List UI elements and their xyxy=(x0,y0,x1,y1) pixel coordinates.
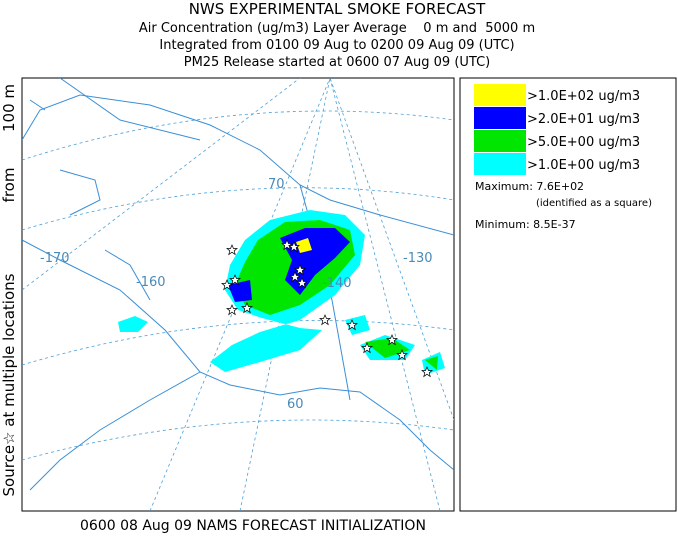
coast xyxy=(29,371,201,491)
minimum: Minimum: 8.5E-37 xyxy=(475,218,576,231)
title: NWS EXPERIMENTAL SMOKE FORECAST xyxy=(189,0,486,18)
legend: >1.0E+02 ug/m3 >2.0E+01 ug/m3 >5.0E+00 ug/… xyxy=(474,84,640,175)
grid-line xyxy=(329,78,441,511)
smoke-level-2 xyxy=(228,228,350,302)
side-label: Source☆ at multiple locations from 100 m xyxy=(0,84,18,496)
longitude-label: -130 xyxy=(403,251,433,266)
coast xyxy=(22,94,454,236)
subtitle: Air Concentration (ug/m3) Layer Average … xyxy=(139,21,535,36)
longitude-label: -140 xyxy=(322,276,352,291)
footer: 0600 08 Aug 09 NAMS FORECAST INITIALIZAT… xyxy=(80,518,426,534)
side-text: Source☆ at multiple locations xyxy=(0,273,18,496)
legend-label: >5.0E+00 ug/m3 xyxy=(527,135,640,150)
smoke-level-3 xyxy=(365,338,438,370)
map: -170 -160 -140 -130 70 60 xyxy=(22,78,454,511)
legend-swatch xyxy=(474,130,526,152)
legend-swatch xyxy=(474,84,526,106)
legend-swatch xyxy=(474,153,526,175)
legend-label: >1.0E+02 ug/m3 xyxy=(527,89,640,104)
smoke-level-1 xyxy=(296,238,312,253)
grid-line xyxy=(22,78,301,291)
grid-line xyxy=(22,320,454,366)
longitude-label: -170 xyxy=(40,251,70,266)
subtitle: Integrated from 0100 09 Aug to 0200 09 A… xyxy=(159,38,514,53)
coast xyxy=(22,239,454,471)
side-text: from xyxy=(0,168,18,203)
legend-swatch xyxy=(474,107,526,129)
maximum: Maximum: 7.6E+02 xyxy=(475,180,584,193)
smoke-level-4 xyxy=(118,316,148,332)
latitude-label: 70 xyxy=(268,177,285,192)
grid-line xyxy=(22,187,454,231)
grid-line xyxy=(22,110,454,161)
maximum-note: (identified as a square) xyxy=(536,198,652,209)
legend-label: >1.0E+00 ug/m3 xyxy=(527,158,640,173)
source-markers xyxy=(221,239,433,377)
side-text: 100 m xyxy=(0,84,18,132)
grid-line xyxy=(22,419,454,461)
coast xyxy=(59,78,201,141)
longitude-label: -160 xyxy=(136,275,166,290)
coast xyxy=(29,99,151,301)
subtitle: PM25 Release started at 0600 07 Aug 09 (… xyxy=(184,55,491,70)
legend-label: >2.0E+01 ug/m3 xyxy=(527,112,640,127)
grid-line xyxy=(239,78,331,511)
latitude-label: 60 xyxy=(287,397,304,412)
